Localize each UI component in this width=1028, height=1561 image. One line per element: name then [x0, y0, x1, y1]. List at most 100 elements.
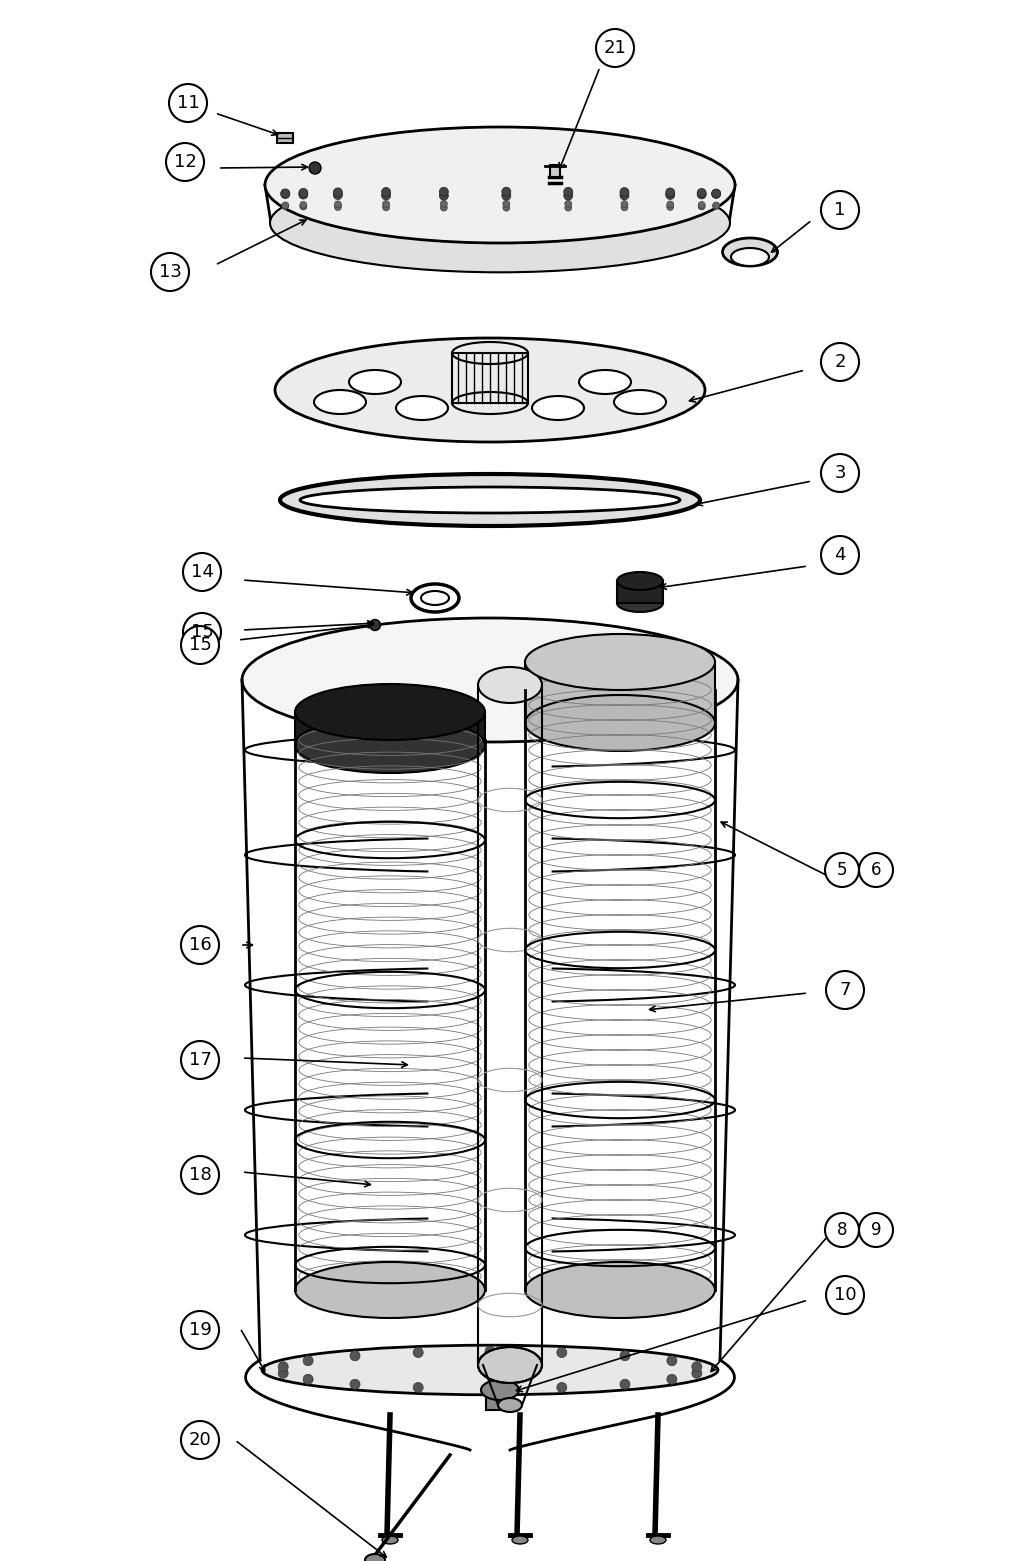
Ellipse shape — [525, 634, 715, 690]
Ellipse shape — [617, 571, 663, 590]
Circle shape — [183, 553, 221, 592]
Circle shape — [621, 200, 628, 208]
Text: 17: 17 — [188, 1051, 212, 1069]
Circle shape — [821, 535, 859, 574]
Circle shape — [503, 200, 510, 208]
Ellipse shape — [262, 1346, 718, 1396]
Circle shape — [620, 187, 629, 197]
Circle shape — [620, 1380, 630, 1389]
Ellipse shape — [731, 248, 769, 265]
Circle shape — [300, 201, 306, 208]
Circle shape — [711, 189, 721, 198]
Ellipse shape — [478, 1347, 542, 1383]
Circle shape — [169, 84, 207, 122]
Circle shape — [485, 1383, 495, 1394]
Circle shape — [440, 204, 447, 211]
Circle shape — [859, 852, 893, 887]
Circle shape — [825, 852, 859, 887]
Circle shape — [151, 253, 189, 290]
Text: 8: 8 — [837, 1221, 847, 1239]
Text: 1: 1 — [835, 201, 846, 219]
Circle shape — [413, 1383, 424, 1392]
Ellipse shape — [411, 584, 458, 612]
Text: 2: 2 — [835, 353, 846, 372]
Circle shape — [564, 200, 572, 208]
Ellipse shape — [478, 667, 542, 702]
Circle shape — [712, 201, 720, 209]
Circle shape — [711, 189, 721, 198]
Ellipse shape — [498, 1399, 522, 1413]
Text: 13: 13 — [158, 262, 181, 281]
Ellipse shape — [481, 1380, 519, 1400]
Circle shape — [557, 1383, 566, 1392]
Ellipse shape — [421, 592, 449, 606]
Ellipse shape — [723, 237, 777, 265]
Circle shape — [827, 971, 864, 1008]
Ellipse shape — [525, 695, 715, 751]
Circle shape — [181, 926, 219, 965]
Circle shape — [620, 190, 629, 200]
Circle shape — [621, 204, 628, 211]
Circle shape — [282, 203, 289, 209]
Circle shape — [181, 1311, 219, 1349]
Circle shape — [692, 1361, 702, 1372]
Text: 11: 11 — [177, 94, 199, 112]
Ellipse shape — [295, 716, 485, 773]
Circle shape — [564, 204, 572, 211]
Ellipse shape — [300, 487, 680, 514]
Circle shape — [712, 203, 720, 209]
Circle shape — [620, 1350, 630, 1361]
Circle shape — [183, 613, 221, 651]
Text: 16: 16 — [188, 937, 212, 954]
Circle shape — [281, 189, 290, 198]
Text: 4: 4 — [835, 546, 846, 564]
Ellipse shape — [295, 684, 485, 740]
Ellipse shape — [617, 595, 663, 612]
Text: 20: 20 — [188, 1431, 212, 1449]
Text: 3: 3 — [835, 464, 846, 482]
Text: 15: 15 — [188, 635, 212, 654]
Circle shape — [821, 190, 859, 229]
Circle shape — [666, 187, 674, 197]
Ellipse shape — [295, 1261, 485, 1317]
Circle shape — [181, 1041, 219, 1079]
Circle shape — [666, 190, 674, 200]
Text: 5: 5 — [837, 862, 847, 879]
Circle shape — [382, 200, 390, 208]
Text: 19: 19 — [188, 1321, 212, 1339]
Circle shape — [181, 1157, 219, 1194]
FancyBboxPatch shape — [486, 1385, 514, 1410]
Circle shape — [300, 203, 306, 211]
Circle shape — [502, 190, 511, 200]
Circle shape — [667, 203, 673, 211]
Circle shape — [563, 190, 573, 200]
Text: 9: 9 — [871, 1221, 881, 1239]
Circle shape — [381, 187, 391, 197]
Circle shape — [181, 1421, 219, 1460]
Ellipse shape — [348, 370, 401, 393]
Text: 10: 10 — [834, 1286, 856, 1303]
Ellipse shape — [650, 1536, 666, 1544]
Circle shape — [697, 189, 706, 197]
Circle shape — [181, 626, 219, 663]
Circle shape — [821, 454, 859, 492]
Ellipse shape — [382, 1536, 398, 1544]
Text: 7: 7 — [839, 980, 851, 999]
Circle shape — [333, 190, 342, 200]
Circle shape — [692, 1369, 702, 1378]
Circle shape — [303, 1355, 314, 1366]
Circle shape — [667, 1374, 676, 1385]
Text: 6: 6 — [871, 862, 881, 879]
Ellipse shape — [533, 396, 584, 420]
Text: 21: 21 — [603, 39, 626, 58]
Circle shape — [485, 1347, 495, 1357]
Circle shape — [282, 201, 289, 209]
Circle shape — [821, 343, 859, 381]
Ellipse shape — [396, 396, 448, 420]
Circle shape — [334, 201, 341, 208]
Circle shape — [369, 620, 380, 631]
Ellipse shape — [270, 173, 730, 272]
Circle shape — [333, 187, 342, 197]
Ellipse shape — [579, 370, 631, 393]
Circle shape — [440, 200, 447, 208]
